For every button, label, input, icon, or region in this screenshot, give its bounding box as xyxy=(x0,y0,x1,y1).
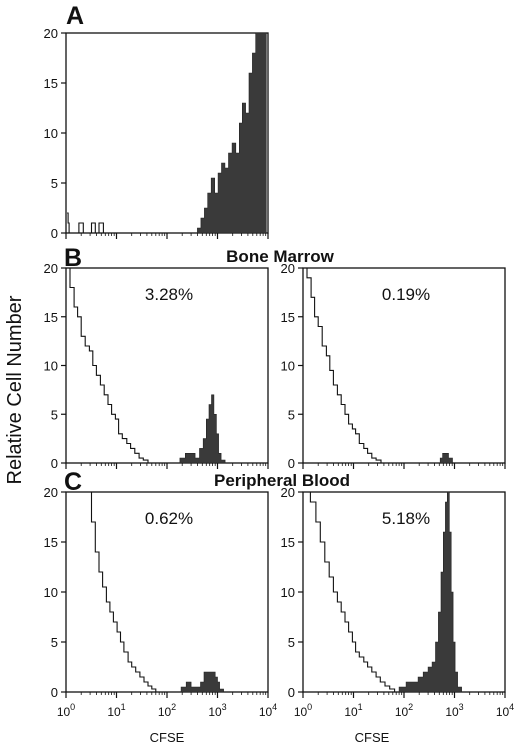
y-tick-label-a-15: 15 xyxy=(44,76,58,91)
y-tick-label-c-left-10: 10 xyxy=(44,585,58,600)
y-tick-label-c-left-0: 0 xyxy=(51,685,58,700)
x-tick-label-c-left-2: 102 xyxy=(158,702,176,719)
y-tick-label-a-5: 5 xyxy=(51,176,58,191)
y-tick-label-b-right-15: 15 xyxy=(281,310,295,325)
percentage-label-c-right: 5.18% xyxy=(382,509,430,528)
x-tick-label-c-right-4: 104 xyxy=(496,702,514,719)
x-tick-label-c-right-0: 100 xyxy=(294,702,312,719)
x-tick-label-c-right-1: 101 xyxy=(344,702,362,719)
x-axis-title-right: CFSE xyxy=(355,730,390,745)
y-tick-label-b-left-5: 5 xyxy=(51,407,58,422)
y-tick-label-a-10: 10 xyxy=(44,126,58,141)
x-tick-label-c-left-4: 104 xyxy=(259,702,277,719)
x-tick-label-c-right-2: 102 xyxy=(395,702,413,719)
y-tick-label-b-left-15: 15 xyxy=(44,310,58,325)
percentage-label-b-right: 0.19% xyxy=(382,285,430,304)
y-tick-label-b-left-20: 20 xyxy=(44,261,58,276)
y-tick-label-c-right-10: 10 xyxy=(281,585,295,600)
panel-b-right: 0 5 10 15 20 0.19% xyxy=(281,261,506,471)
y-tick-label-b-left-0: 0 xyxy=(51,456,58,471)
panels-group: 05101520051015203.28%051015200.19%051015… xyxy=(44,26,515,719)
outline-histogram-c-left xyxy=(66,491,159,693)
y-tick-label-b-right-20: 20 xyxy=(281,261,295,276)
section-title-peripheral-blood: Peripheral Blood xyxy=(214,471,350,490)
y-tick-label-b-right-10: 10 xyxy=(281,359,295,374)
outline-histogram-b-right xyxy=(303,267,384,464)
y-tick-label-a-20: 20 xyxy=(44,26,58,41)
y-tick-label-b-right-5: 5 xyxy=(288,407,295,422)
x-tick-label-c-left-0: 100 xyxy=(57,702,75,719)
outline-histogram-c-right xyxy=(303,491,398,693)
x-axis-title-left: CFSE xyxy=(150,730,185,745)
section-title-bone-marrow: Bone Marrow xyxy=(226,247,334,266)
filled-histogram-c-right xyxy=(398,491,462,693)
y-tick-label-c-left-15: 15 xyxy=(44,535,58,550)
panel-b-left: 0 5 10 15 20 3.28% xyxy=(44,261,269,471)
panel-letter-c: C xyxy=(64,468,82,496)
panel-letter-b: B xyxy=(64,244,82,272)
plot-frame-c-left xyxy=(65,491,269,693)
y-tick-label-b-right-0: 0 xyxy=(288,456,295,471)
y-axis-title: Relative Cell Number xyxy=(4,295,26,484)
panel-c-right: 0 5 10 15 20 100 101 102 103 104 5.18% xyxy=(281,485,515,719)
y-tick-label-c-right-5: 5 xyxy=(288,635,295,650)
y-tick-label-c-left-20: 20 xyxy=(44,485,58,500)
panel-letter-a: A xyxy=(66,2,84,30)
y-tick-label-b-left-10: 10 xyxy=(44,359,58,374)
y-tick-label-c-right-15: 15 xyxy=(281,535,295,550)
filled-histogram-c-left xyxy=(180,671,224,693)
outline-histogram-a xyxy=(67,212,112,234)
panel-a: 0 5 10 15 20 xyxy=(44,26,269,241)
y-tick-label-c-left-5: 5 xyxy=(51,635,58,650)
y-tick-label-c-right-0: 0 xyxy=(288,685,295,700)
percentage-label-c-left: 0.62% xyxy=(145,509,193,528)
x-tick-label-c-right-3: 103 xyxy=(445,702,463,719)
y-tick-label-a-0: 0 xyxy=(51,226,58,241)
outline-histogram-b-left xyxy=(66,267,151,464)
panel-c-left: 0 5 10 15 20 100 101 102 103 104 0.62% xyxy=(44,485,278,719)
filled-histogram-a xyxy=(197,32,267,234)
plot-frame-b-right xyxy=(302,267,506,464)
x-tick-label-c-left-1: 101 xyxy=(107,702,125,719)
filled-histogram-b-right xyxy=(439,453,453,464)
x-tick-label-c-left-3: 103 xyxy=(208,702,226,719)
percentage-label-b-left: 3.28% xyxy=(145,285,193,304)
y-tick-label-c-right-20: 20 xyxy=(281,485,295,500)
filled-histogram-b-left xyxy=(179,394,226,464)
